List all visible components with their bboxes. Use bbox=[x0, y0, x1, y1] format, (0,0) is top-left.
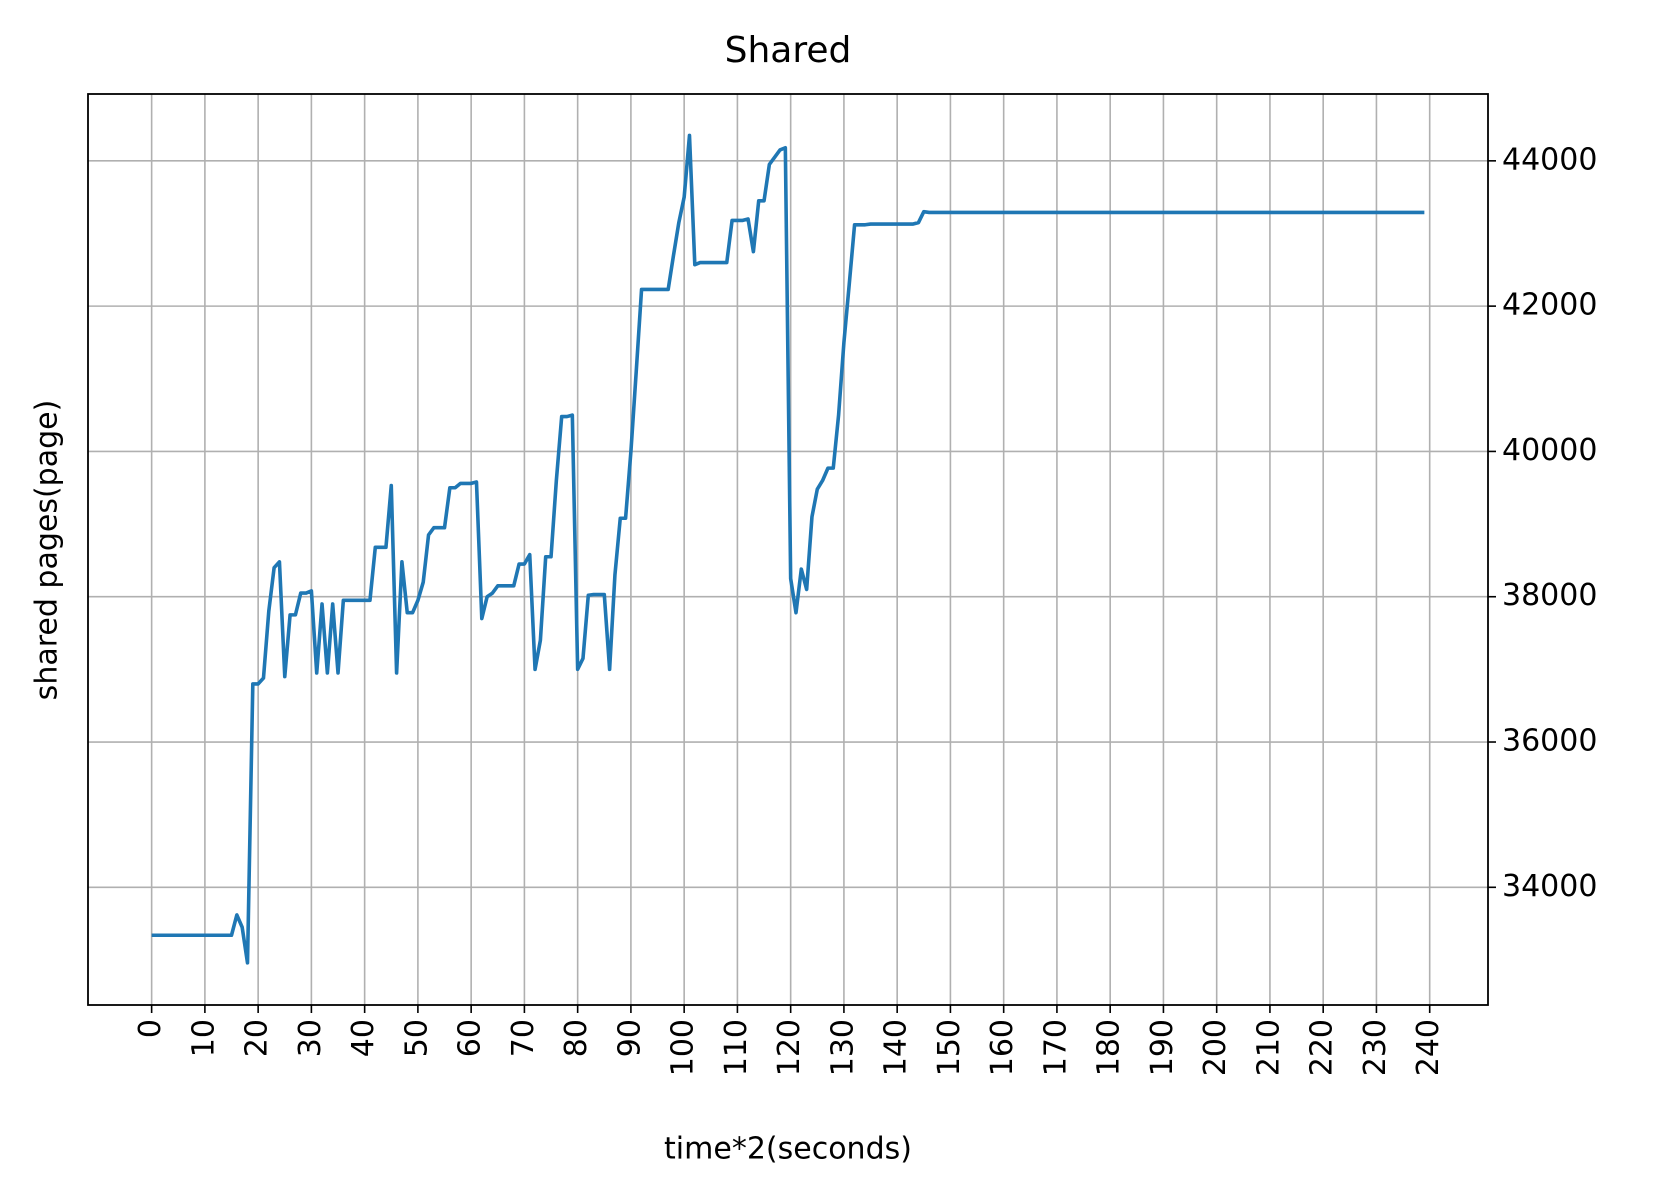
x-tick-label: 150 bbox=[932, 1019, 967, 1076]
y-tick-label: 34000 bbox=[1502, 869, 1597, 904]
chart-title: Shared bbox=[725, 30, 852, 71]
x-tick-label: 230 bbox=[1358, 1019, 1393, 1076]
x-tick-label: 30 bbox=[293, 1019, 328, 1057]
x-tick-label: 180 bbox=[1092, 1019, 1127, 1076]
y-tick-label: 40000 bbox=[1502, 433, 1597, 468]
x-tick-label: 170 bbox=[1038, 1019, 1073, 1076]
x-tick-label: 20 bbox=[240, 1019, 275, 1057]
x-tick-label: 190 bbox=[1145, 1019, 1180, 1076]
y-tick-label: 36000 bbox=[1502, 724, 1597, 759]
y-tick-label: 38000 bbox=[1502, 578, 1597, 613]
x-tick-label: 100 bbox=[666, 1019, 701, 1076]
x-tick-label: 80 bbox=[559, 1019, 594, 1057]
x-tick-label: 160 bbox=[985, 1019, 1020, 1076]
y-axis-label: shared pages(page) bbox=[30, 400, 65, 701]
x-tick-label: 40 bbox=[346, 1019, 381, 1057]
x-tick-label: 240 bbox=[1411, 1019, 1446, 1076]
x-axis-label: time*2(seconds) bbox=[664, 1132, 912, 1167]
data-line bbox=[151, 133, 1425, 965]
y-tick-label: 42000 bbox=[1502, 288, 1597, 323]
x-tick-label: 50 bbox=[399, 1019, 434, 1057]
x-tick-label: 110 bbox=[719, 1019, 754, 1076]
x-tick-label: 200 bbox=[1198, 1019, 1233, 1076]
x-tick-label: 90 bbox=[612, 1019, 647, 1057]
x-tick-label: 60 bbox=[453, 1019, 488, 1057]
x-tick-label: 120 bbox=[772, 1019, 807, 1076]
x-tick-label: 10 bbox=[186, 1019, 221, 1057]
x-tick-label: 130 bbox=[825, 1019, 860, 1076]
x-tick-label: 140 bbox=[879, 1019, 914, 1076]
y-tick-label: 44000 bbox=[1502, 142, 1597, 177]
x-tick-label: 220 bbox=[1305, 1019, 1340, 1076]
x-tick-label: 0 bbox=[133, 1019, 168, 1038]
x-tick-label: 70 bbox=[506, 1019, 541, 1057]
x-tick-label: 210 bbox=[1251, 1019, 1286, 1076]
plot-frame bbox=[87, 93, 1489, 1006]
